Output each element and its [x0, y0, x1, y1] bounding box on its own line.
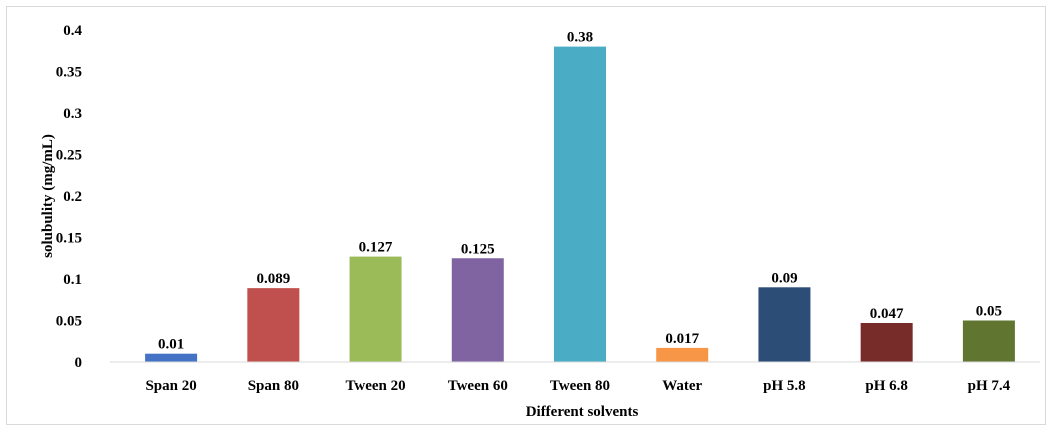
- data-label: 0.09: [771, 270, 797, 286]
- bar: [656, 347, 709, 362]
- data-label: 0.05: [976, 304, 1002, 320]
- x-tick-label: pH 7.4: [968, 378, 1011, 394]
- y-tick-label: 0.1: [63, 272, 82, 288]
- x-tick-label: Tween 60: [448, 378, 508, 394]
- bar: [962, 320, 1015, 362]
- x-axis-ticks: Span 20 Span 80 Tween 20 Tween 60 Tween 80 Wa…: [145, 378, 1010, 394]
- x-tick-label: Tween 20: [345, 378, 405, 394]
- x-tick-label: pH 5.8: [763, 378, 806, 394]
- y-tick-label: 0: [75, 355, 83, 371]
- x-tick-label: Tween 80: [550, 378, 610, 394]
- bars: [145, 46, 1015, 362]
- y-tick-label: 0.2: [63, 189, 82, 205]
- x-axis-title: Different solvents: [526, 404, 639, 420]
- y-axis-title: solubulity (mg/mL): [40, 134, 56, 258]
- bar: [860, 322, 913, 362]
- x-tick-label: pH 6.8: [865, 378, 908, 394]
- bar: [451, 258, 504, 362]
- data-label: 0.01: [158, 337, 184, 353]
- y-tick-label: 0.35: [56, 65, 82, 81]
- data-label: 0.017: [665, 331, 699, 347]
- x-tick-label: Span 20: [145, 378, 196, 394]
- bar: [758, 287, 811, 362]
- bar: [554, 46, 606, 362]
- data-label: 0.089: [256, 271, 290, 287]
- y-tick-label: 0.15: [56, 231, 82, 247]
- data-labels: 0.01 0.089 0.127 0.125 0.38 0.017 0.09 0.047 0.0…: [158, 30, 1002, 353]
- bar: [145, 353, 198, 362]
- bar: [349, 256, 402, 362]
- y-tick-label: 0.05: [56, 314, 82, 330]
- data-label: 0.38: [567, 30, 593, 46]
- y-tick-label: 0.3: [63, 106, 82, 122]
- x-tick-label: Water: [662, 378, 702, 394]
- x-tick-label: Span 80: [248, 378, 299, 394]
- data-label: 0.125: [461, 241, 495, 257]
- y-tick-label: 0.25: [56, 148, 82, 164]
- bar: [247, 288, 300, 362]
- data-label: 0.127: [359, 240, 393, 256]
- y-axis-ticks: 0 0.05 0.1 0.15 0.2 0.25 0.3 0.35 0.4: [56, 23, 83, 371]
- y-tick-label: 0.4: [63, 23, 82, 39]
- data-label: 0.047: [870, 306, 904, 322]
